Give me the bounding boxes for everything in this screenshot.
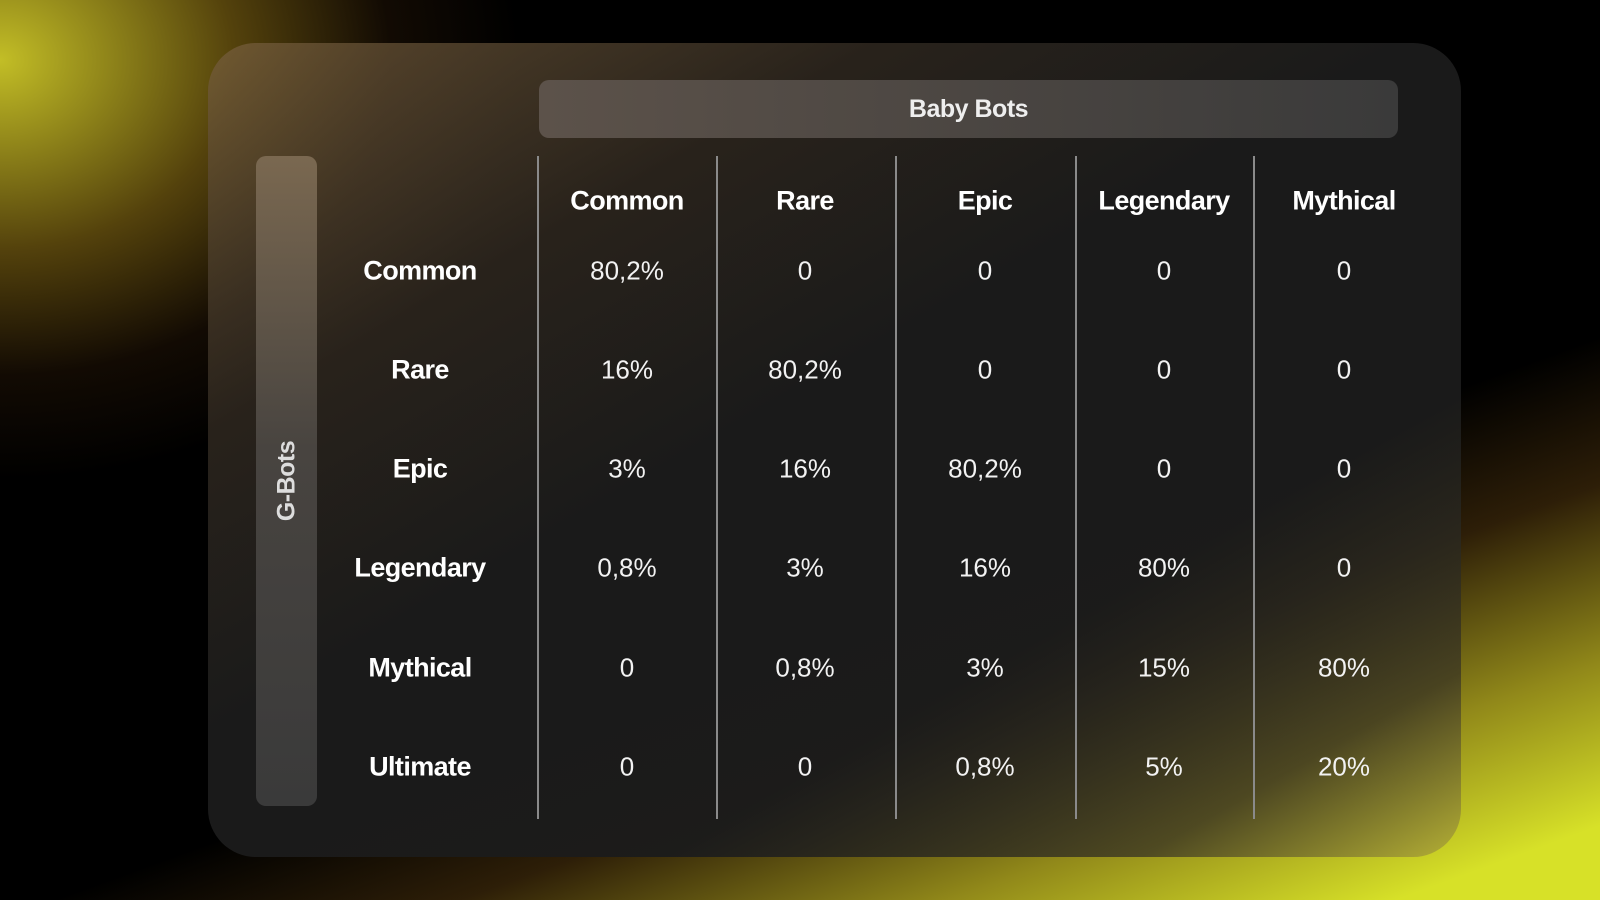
table-cell: 16% bbox=[778, 453, 832, 484]
row-header: Common bbox=[363, 255, 477, 286]
row-header: Mythical bbox=[368, 652, 472, 683]
column-header: Rare bbox=[776, 185, 834, 216]
column-header: Legendary bbox=[1098, 185, 1230, 216]
column-header: Common bbox=[570, 185, 684, 216]
table-cell: 16% bbox=[958, 552, 1012, 583]
table-cell: 0 bbox=[1336, 255, 1352, 286]
table-cell: 0 bbox=[619, 652, 635, 683]
table-cell: 0,8% bbox=[597, 552, 657, 583]
column-divider bbox=[1075, 156, 1077, 819]
table-cell: 80,2% bbox=[590, 255, 664, 286]
column-divider bbox=[537, 156, 539, 819]
row-group-title: G-Bots bbox=[272, 440, 300, 522]
table-cell: 3% bbox=[966, 652, 1004, 683]
table-cell: 80,2% bbox=[768, 354, 842, 385]
table-cell: 0 bbox=[1156, 255, 1172, 286]
column-group-title: Baby Bots bbox=[908, 94, 1029, 123]
row-header: Rare bbox=[391, 354, 449, 385]
table-cell: 0 bbox=[797, 751, 813, 782]
table-cell: 15% bbox=[1137, 652, 1191, 683]
table-cell: 0 bbox=[619, 751, 635, 782]
table-cell: 80% bbox=[1137, 552, 1191, 583]
table-cell: 16% bbox=[600, 354, 654, 385]
table-cell: 80% bbox=[1317, 652, 1371, 683]
column-divider bbox=[1253, 156, 1255, 819]
row-header: Legendary bbox=[354, 552, 486, 583]
row-header: Epic bbox=[392, 453, 448, 484]
table-cell: 0 bbox=[1336, 354, 1352, 385]
table-cell: 0 bbox=[1156, 354, 1172, 385]
column-divider bbox=[716, 156, 718, 819]
table-cell: 20% bbox=[1317, 751, 1371, 782]
table-cell: 3% bbox=[786, 552, 824, 583]
table-cell: 0 bbox=[977, 255, 993, 286]
table-cell: 0,8% bbox=[775, 652, 835, 683]
table-cell: 3% bbox=[608, 453, 646, 484]
table-cell: 0 bbox=[797, 255, 813, 286]
table-panel bbox=[208, 43, 1461, 857]
table-cell: 0 bbox=[1336, 552, 1352, 583]
table-cell: 0,8% bbox=[955, 751, 1015, 782]
column-group-header: Baby Bots bbox=[539, 80, 1398, 138]
table-cell: 5% bbox=[1145, 751, 1183, 782]
table-cell: 0 bbox=[1336, 453, 1352, 484]
column-header: Mythical bbox=[1292, 185, 1396, 216]
column-header: Epic bbox=[957, 185, 1013, 216]
row-header: Ultimate bbox=[369, 751, 471, 782]
table-cell: 0 bbox=[977, 354, 993, 385]
table-cell: 80,2% bbox=[948, 453, 1022, 484]
table-cell: 0 bbox=[1156, 453, 1172, 484]
row-group-header: G-Bots bbox=[256, 156, 317, 806]
column-divider bbox=[895, 156, 897, 819]
